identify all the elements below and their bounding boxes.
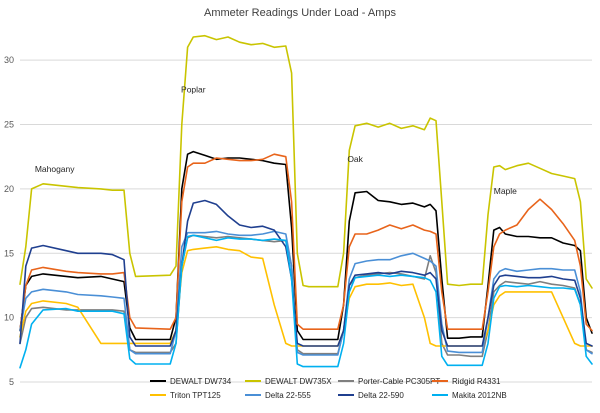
series-line-1 — [19, 150, 593, 341]
legend-label: Ridgid R4331 — [452, 377, 501, 386]
y-axis-ticks: 5 10 15 20 25 30 — [4, 55, 14, 387]
series-line-6 — [19, 230, 593, 356]
legend-label: Triton TPT125 — [170, 391, 221, 400]
y-tick-label: 5 — [9, 377, 14, 387]
annotation-label: Maple — [494, 186, 517, 196]
legend-label: DEWALT DW734 — [170, 377, 232, 386]
series-line-4 — [19, 153, 593, 332]
series-lines — [19, 34, 593, 369]
y-tick-label: 10 — [4, 313, 14, 323]
legend-label: Makita 2012NB — [452, 391, 507, 400]
annotation-label: Mahogany — [35, 164, 75, 174]
annotations: Mahogany Poplar Oak Maple — [35, 84, 517, 196]
legend-label: Delta 22-590 — [358, 391, 404, 400]
annotation-label: Poplar — [181, 84, 206, 94]
series-line-7 — [19, 199, 593, 347]
legend-label: Delta 22-555 — [265, 391, 311, 400]
series-line-2 — [19, 34, 593, 289]
gridlines — [20, 59, 592, 383]
series-line-8 — [19, 234, 593, 369]
y-tick-label: 15 — [4, 248, 14, 258]
y-tick-label: 25 — [4, 120, 14, 130]
annotation-label: Oak — [347, 154, 363, 164]
chart-title: Ammeter Readings Under Load - Amps — [204, 7, 396, 19]
y-tick-label: 20 — [4, 184, 14, 194]
legend: DEWALT DW734 DEWALT DW735X Porter-Cable PC… — [150, 377, 507, 400]
legend-label: Porter-Cable PC305PT — [358, 377, 440, 386]
legend-label: DEWALT DW735X — [265, 377, 332, 386]
y-tick-label: 30 — [4, 55, 14, 65]
